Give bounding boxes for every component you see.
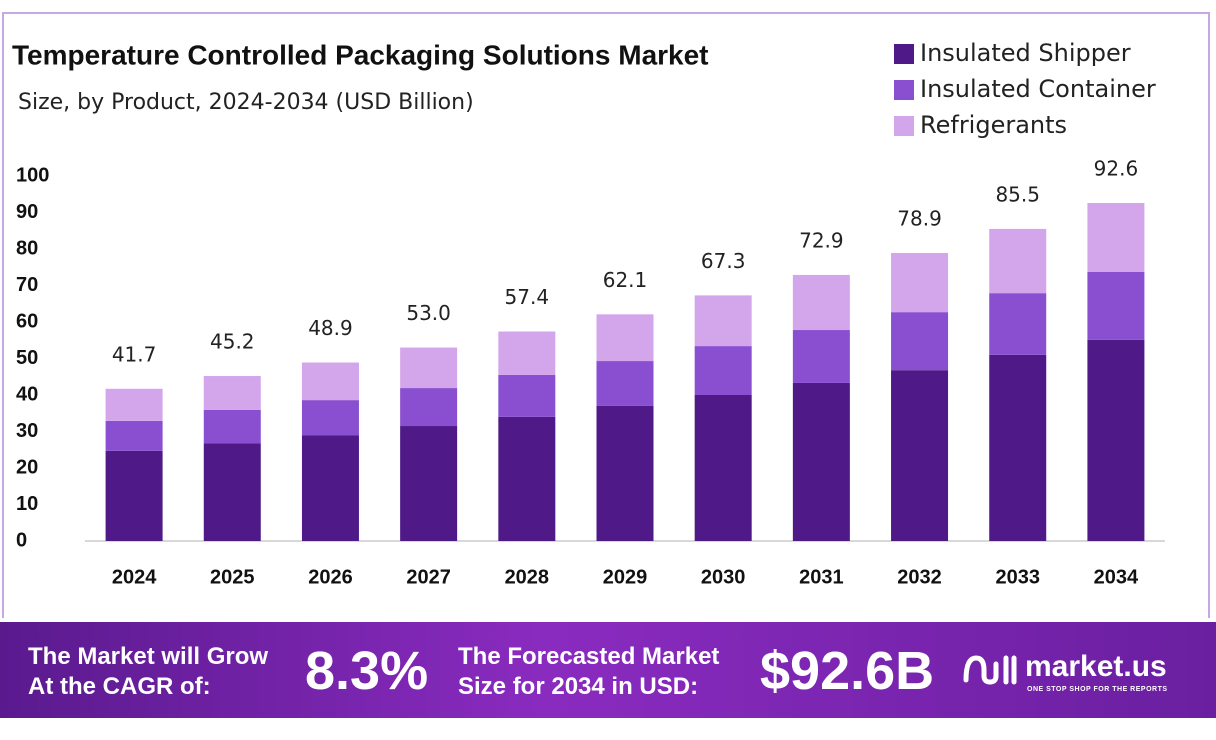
x-tick-label: 2032 bbox=[897, 566, 942, 588]
bar-segment bbox=[596, 405, 654, 541]
bar-segment bbox=[989, 293, 1047, 355]
bar-segment bbox=[891, 370, 949, 541]
y-tick-label: 40 bbox=[16, 383, 38, 405]
x-tick-label: 2029 bbox=[603, 566, 648, 588]
legend-swatch bbox=[894, 116, 914, 136]
y-tick-label: 0 bbox=[16, 529, 27, 551]
bar-segment bbox=[596, 314, 654, 362]
brand-logo bbox=[963, 655, 1017, 685]
bar-segment bbox=[498, 374, 556, 417]
bar-segment bbox=[989, 354, 1047, 541]
bar-segment bbox=[694, 346, 752, 395]
forecast-value: $92.6B bbox=[760, 641, 935, 701]
y-tick-label: 90 bbox=[16, 201, 38, 223]
x-tick-label: 2025 bbox=[210, 566, 255, 588]
bar-segment bbox=[105, 388, 163, 421]
forecast-text: The Forecasted Market Size for 2034 in US… bbox=[458, 642, 719, 702]
cagr-line: At the CAGR of: bbox=[28, 673, 211, 700]
y-tick-label: 100 bbox=[16, 164, 49, 186]
bar-segment bbox=[792, 274, 850, 331]
legend-label: Refrigerants bbox=[920, 111, 1067, 139]
bar-segment bbox=[1087, 271, 1145, 340]
bar-segment bbox=[891, 253, 949, 313]
x-tick-label: 2031 bbox=[799, 566, 844, 588]
bar-segment bbox=[105, 420, 163, 451]
total-label: 53.0 bbox=[406, 301, 451, 325]
total-label: 67.3 bbox=[701, 249, 746, 273]
chart-subtitle: Size, by Product, 2024-2034 (USD Billion… bbox=[18, 90, 474, 115]
total-label: 62.1 bbox=[603, 268, 648, 292]
legend-label: Insulated Shipper bbox=[920, 39, 1131, 67]
legend-swatch bbox=[894, 80, 914, 100]
x-tick-label: 2034 bbox=[1094, 566, 1139, 588]
y-tick-label: 10 bbox=[16, 493, 38, 515]
bar-segment bbox=[301, 362, 359, 401]
total-label: 78.9 bbox=[897, 207, 942, 231]
bar-segment bbox=[498, 416, 556, 541]
total-label: 92.6 bbox=[1094, 157, 1139, 181]
y-tick-label: 70 bbox=[16, 274, 38, 296]
footer: The Market will Grow At the CAGR of: 8.3%… bbox=[0, 622, 1216, 718]
bar-segment bbox=[891, 312, 949, 371]
forecast-line: Size for 2034 in USD: bbox=[458, 673, 699, 700]
x-tick-label: 2030 bbox=[701, 566, 746, 588]
x-tick-label: 2033 bbox=[995, 566, 1040, 588]
y-tick-label: 20 bbox=[16, 456, 38, 478]
cagr-line: The Market will Grow bbox=[28, 643, 269, 670]
x-tick-label: 2027 bbox=[406, 566, 451, 588]
bar-segment bbox=[105, 450, 163, 541]
bar-segment bbox=[498, 331, 556, 375]
chart-title: Temperature Controlled Packaging Solutio… bbox=[12, 39, 709, 70]
brand: market.us bbox=[1025, 650, 1167, 683]
total-label: 45.2 bbox=[210, 330, 255, 354]
bar-segment bbox=[694, 295, 752, 347]
x-tick-label: 2028 bbox=[505, 566, 550, 588]
y-tick-label: 50 bbox=[16, 347, 38, 369]
bar-segment bbox=[203, 376, 261, 410]
cagr-text: The Market will Grow At the CAGR of: bbox=[28, 642, 268, 702]
x-tick-label: 2026 bbox=[308, 566, 353, 588]
total-label: 48.9 bbox=[308, 316, 353, 340]
legend-swatch bbox=[894, 44, 914, 64]
total-label: 72.9 bbox=[799, 228, 844, 252]
forecast-line: The Forecasted Market bbox=[458, 643, 720, 670]
bar-segment bbox=[596, 361, 654, 406]
bar-segment bbox=[792, 330, 850, 383]
total-label: 85.5 bbox=[995, 182, 1040, 206]
bar-segment bbox=[203, 443, 261, 541]
y-tick-label: 60 bbox=[16, 310, 38, 332]
bar-segment bbox=[694, 395, 752, 541]
y-tick-label: 80 bbox=[16, 237, 38, 259]
bar-segment bbox=[1087, 203, 1145, 272]
y-tick-label: 30 bbox=[16, 420, 38, 442]
bar-segment bbox=[301, 400, 359, 436]
legend-label: Insulated Container bbox=[920, 75, 1156, 103]
total-label: 41.7 bbox=[112, 342, 157, 366]
bar-segment bbox=[1087, 339, 1145, 541]
bar-segment bbox=[203, 409, 261, 444]
bar-segment bbox=[792, 382, 850, 541]
bar-segment bbox=[400, 426, 458, 541]
tagline: ONE STOP SHOP FOR THE REPORTS bbox=[1027, 686, 1168, 693]
total-label: 57.4 bbox=[505, 285, 550, 309]
chart: Temperature Controlled Packaging Solutio… bbox=[12, 39, 1165, 588]
bar-segment bbox=[400, 347, 458, 389]
bar-segment bbox=[301, 435, 359, 541]
chart-frame bbox=[2, 12, 1210, 618]
bar-segment bbox=[989, 228, 1047, 294]
cagr-value: 8.3% bbox=[305, 641, 429, 701]
bar-segment bbox=[400, 388, 458, 427]
x-tick-label: 2024 bbox=[112, 566, 157, 588]
